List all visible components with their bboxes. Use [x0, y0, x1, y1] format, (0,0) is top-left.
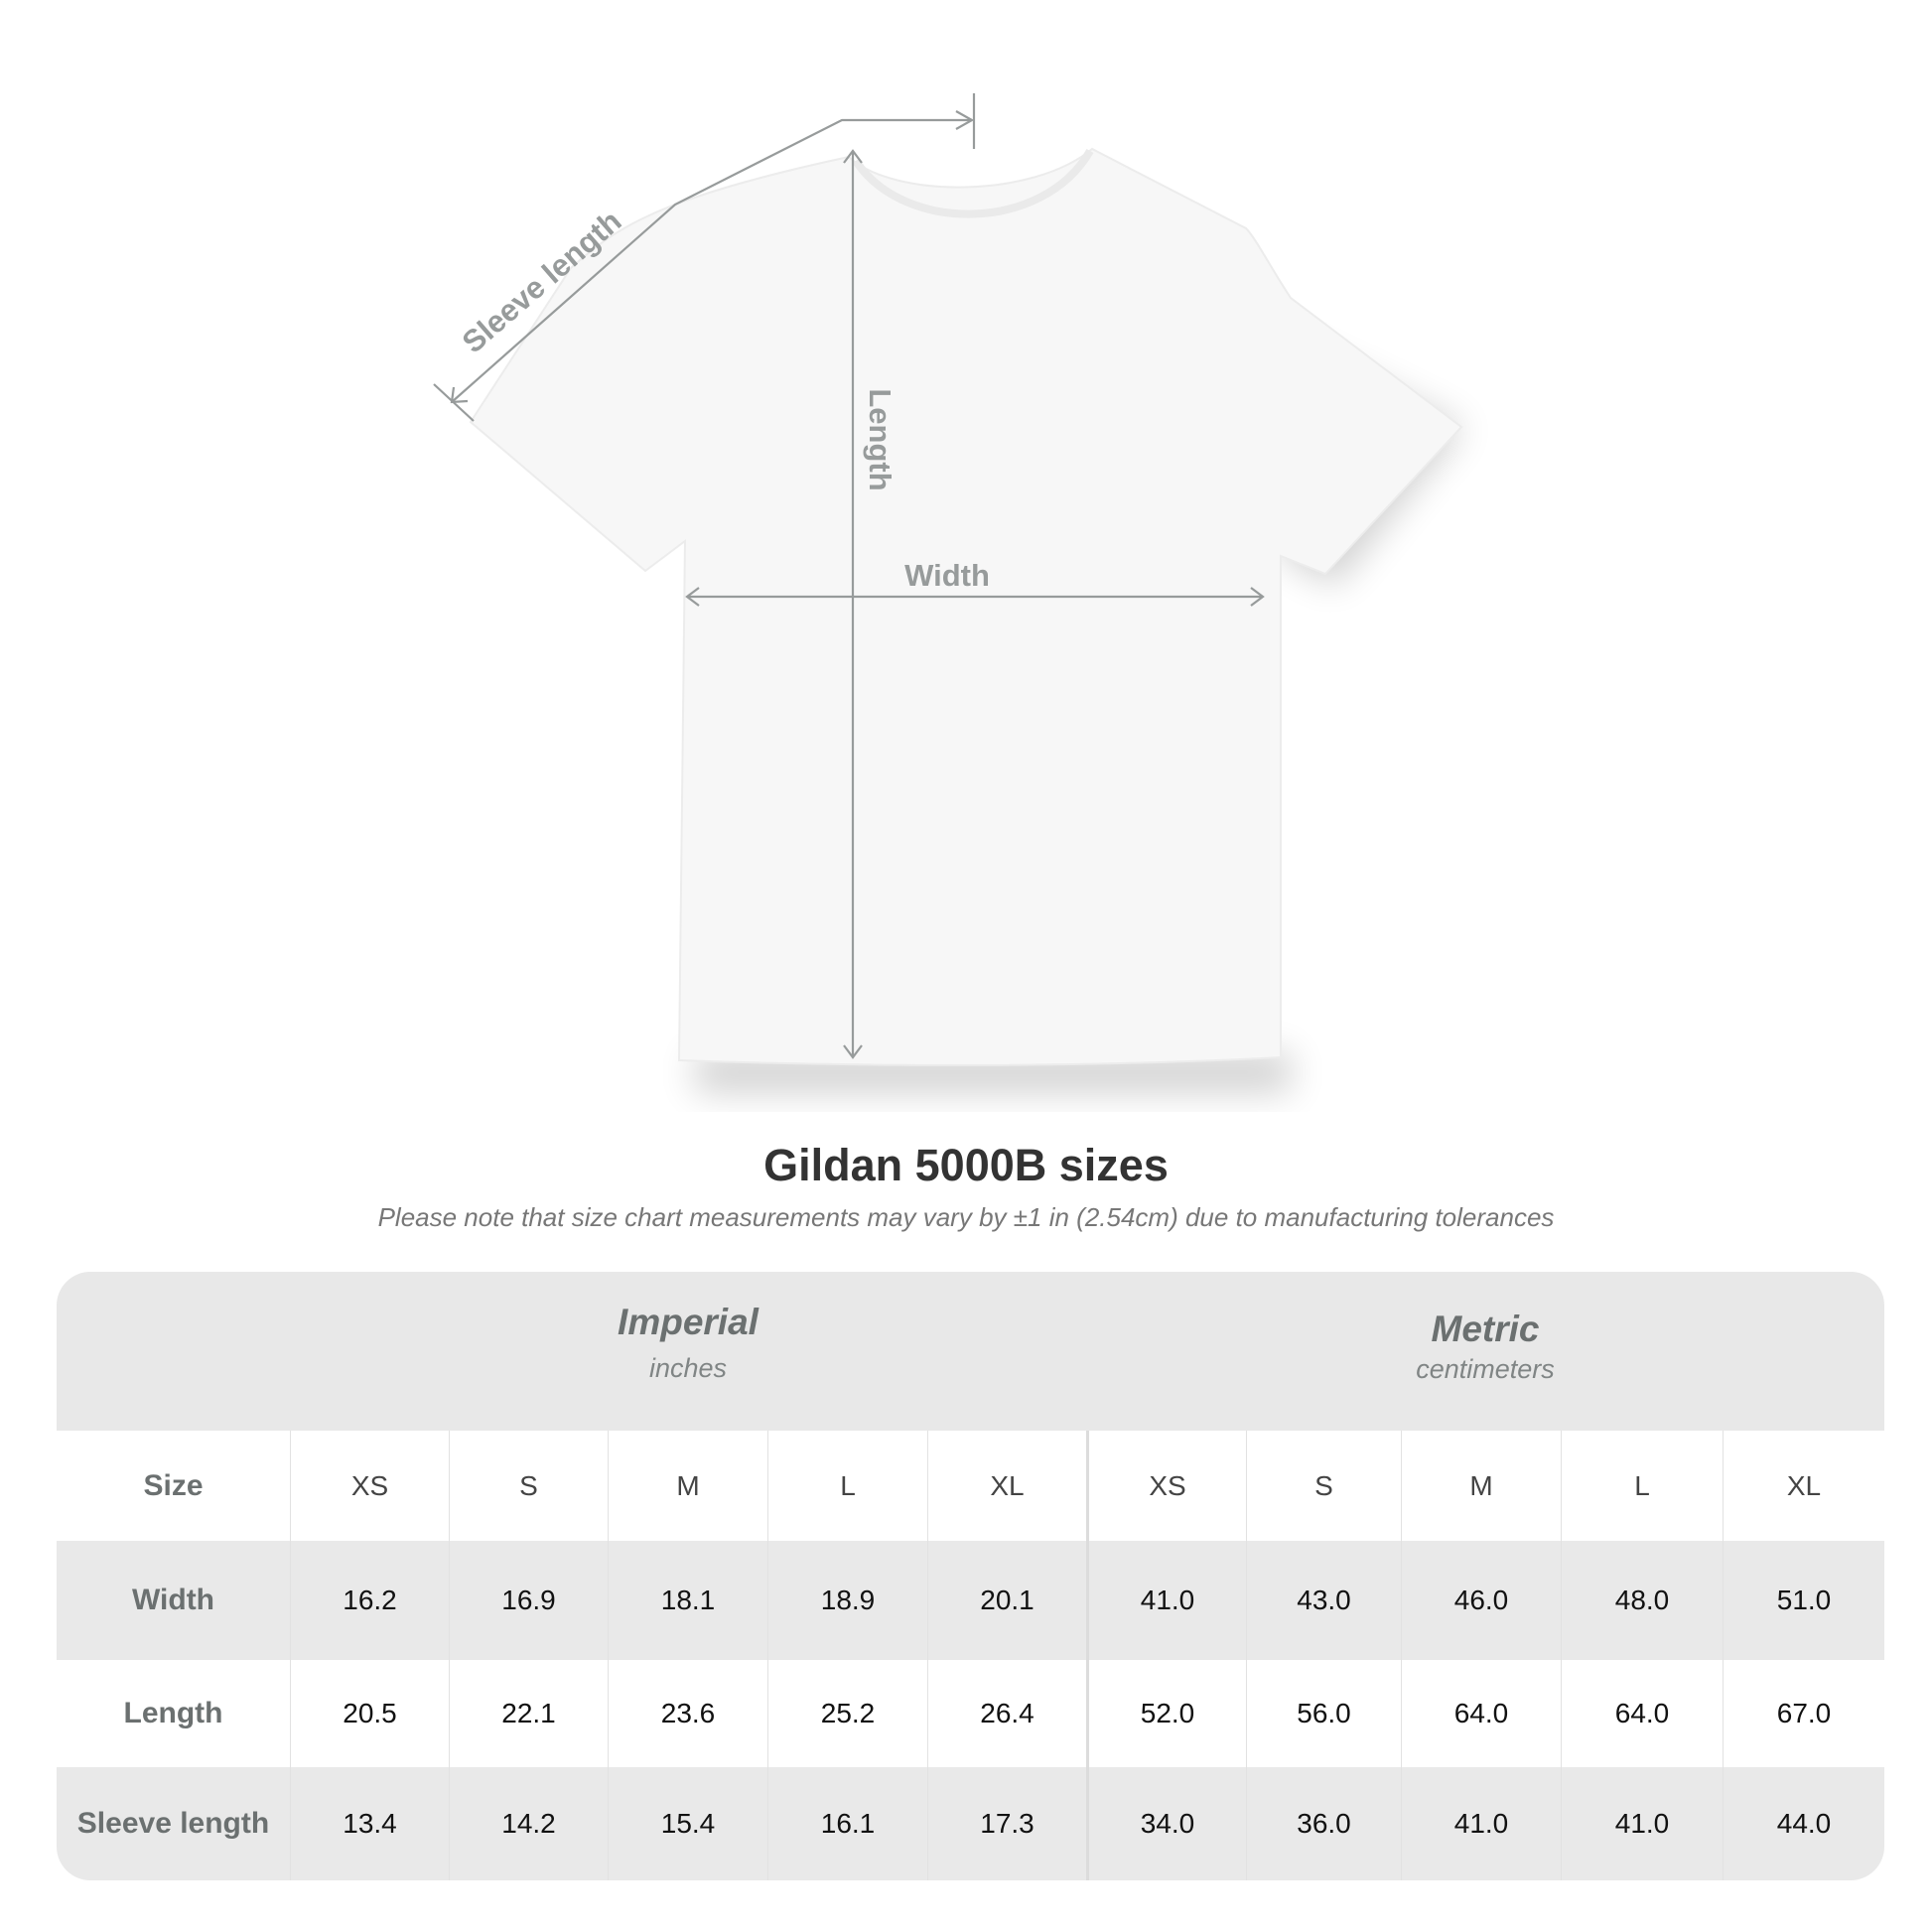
metric-header: Metric centimeters: [1086, 1309, 1884, 1385]
sleeve-arrowhead-end: [955, 110, 975, 130]
table-row: Length 20.5 22.1 23.6 25.2 26.4 52.0 56.0 64.0 64…: [57, 1660, 1884, 1767]
width-arrowhead-left: [685, 587, 700, 607]
value-cell: 18.1: [608, 1541, 767, 1660]
size-table: Imperial inches Metric centimeters Size X…: [57, 1272, 1884, 1880]
sleeve-length-line: [451, 118, 972, 403]
tolerance-note: Please note that size chart measurements…: [377, 1202, 1555, 1232]
imperial-header: Imperial inches: [290, 1302, 1086, 1384]
imperial-title: Imperial: [618, 1302, 759, 1342]
value-cell: 13.4: [290, 1767, 449, 1880]
value-cell: 36.0: [1246, 1767, 1401, 1880]
value-cell: 22.1: [449, 1660, 608, 1767]
size-header-cell: S: [449, 1431, 608, 1541]
value-cell: 34.0: [1086, 1767, 1246, 1880]
row-label: Sleeve length: [76, 1807, 270, 1840]
table-row: Width 16.2 16.9 18.1 18.9 20.1 41.0 43.0 46.0 48.…: [57, 1541, 1884, 1660]
length-arrowhead-top: [843, 149, 863, 164]
value-cell: 20.1: [927, 1541, 1086, 1660]
page-title: Gildan 5000B sizes: [763, 1140, 1169, 1190]
metric-unit: centimeters: [1416, 1354, 1555, 1384]
table-row: Sleeve length 13.4 14.2 15.4 16.1 17.3 34.0 36.…: [57, 1767, 1884, 1880]
value-cell: 44.0: [1723, 1767, 1884, 1880]
metric-title: Metric: [1431, 1309, 1540, 1349]
table-header-band: [57, 1272, 1884, 1431]
size-header-cell: XL: [927, 1431, 1086, 1541]
width-arrowhead-right: [1250, 587, 1265, 607]
value-cell: 14.2: [449, 1767, 608, 1880]
value-cell: 52.0: [1086, 1660, 1246, 1767]
size-label: Size: [143, 1468, 204, 1502]
value-cell: 18.9: [767, 1541, 927, 1660]
size-header-cell: S: [1246, 1431, 1401, 1541]
value-cell: 64.0: [1561, 1660, 1723, 1767]
value-cell: 64.0: [1401, 1660, 1561, 1767]
width-label: Width: [904, 558, 990, 593]
size-header-row: Size XS S M L XL XS S M L XL: [57, 1431, 1884, 1541]
size-header-cell: XS: [1086, 1431, 1246, 1541]
value-cell: 41.0: [1401, 1767, 1561, 1880]
size-header-cell: M: [608, 1431, 767, 1541]
size-header-cell: XS: [290, 1431, 449, 1541]
value-cell: 48.0: [1561, 1541, 1723, 1660]
shirt-collar: [852, 148, 1094, 218]
value-cell: 41.0: [1561, 1767, 1723, 1880]
value-cell: 23.6: [608, 1660, 767, 1767]
value-cell: 17.3: [927, 1767, 1086, 1880]
value-cell: 26.4: [927, 1660, 1086, 1767]
imperial-unit: inches: [648, 1353, 728, 1383]
value-cell: 46.0: [1401, 1541, 1561, 1660]
size-header-cell: M: [1401, 1431, 1561, 1541]
shirt-body: [469, 147, 1463, 1066]
value-cell: 43.0: [1246, 1541, 1401, 1660]
sleeve-arrowhead-start: [450, 386, 469, 404]
value-cell: 56.0: [1246, 1660, 1401, 1767]
length-arrowhead-bottom: [843, 1044, 863, 1059]
value-cell: 25.2: [767, 1660, 927, 1767]
value-cell: 15.4: [608, 1767, 767, 1880]
length-label: Length: [863, 388, 897, 491]
row-label: Width: [131, 1584, 215, 1616]
value-cell: 67.0: [1723, 1660, 1884, 1767]
tshirt-illustration: [433, 93, 1464, 1092]
size-header-cell: XL: [1723, 1431, 1884, 1541]
value-cell: 16.2: [290, 1541, 449, 1660]
size-header-cell: L: [767, 1431, 927, 1541]
value-cell: 16.9: [449, 1541, 608, 1660]
value-cell: 51.0: [1723, 1541, 1884, 1660]
value-cell: 16.1: [767, 1767, 927, 1880]
row-label: Length: [123, 1697, 223, 1729]
value-cell: 20.5: [290, 1660, 449, 1767]
value-cell: 41.0: [1086, 1541, 1246, 1660]
size-header-cell: L: [1561, 1431, 1723, 1541]
